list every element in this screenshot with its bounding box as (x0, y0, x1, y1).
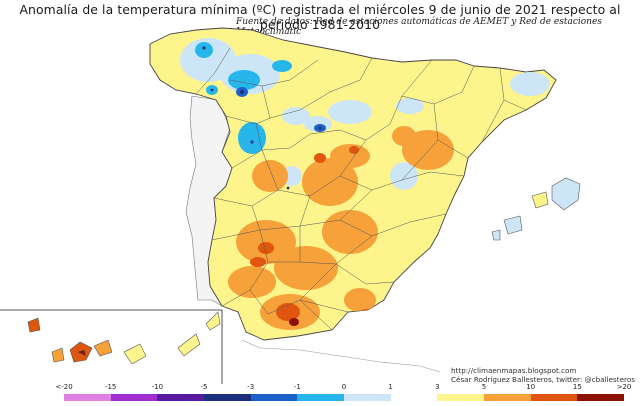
legend-tick-label: -15 (104, 383, 117, 391)
legend-color-swatch (530, 394, 578, 401)
province-boundaries (195, 47, 527, 331)
legend-color-swatch (64, 394, 111, 401)
legend-color-swatch (157, 394, 204, 401)
legend-tick-label: -1 (293, 383, 301, 391)
legend-color-swatch (297, 394, 344, 401)
color-legend: <-20 -15 -10 -5 -3 -1 0 1 3 5 10 15 >20 (0, 383, 640, 406)
map-title: Anomalía de la temperatura mínima (ºC) r… (19, 2, 621, 32)
legend-color-swatch (437, 394, 484, 401)
legend-tick-label: <-20 (55, 383, 73, 391)
legend-tick-label: -5 (200, 383, 208, 391)
balearic-islands (491, 177, 581, 241)
legend-tick-label: 0 (341, 383, 347, 391)
legend-color-swatch (204, 394, 251, 401)
legend-tick-label: 1 (388, 383, 393, 391)
legend-tick-label: 3 (435, 383, 440, 391)
canary-islands (27, 311, 221, 365)
legend-tick-label: 10 (526, 383, 536, 391)
legend-color-swatch (344, 394, 391, 401)
canary-inset (0, 309, 223, 384)
credit-author: César Rodríguez Ballesteros, twitter: @c… (451, 375, 635, 384)
station-points (202, 46, 322, 190)
map-subtitle: Fuente de datos: Red de estaciones autom… (236, 17, 602, 37)
legend-tick-label: 15 (572, 383, 582, 391)
legend-color-swatch (250, 394, 298, 401)
legend-color-swatch (484, 394, 531, 401)
legend-tick-label: 5 (481, 383, 487, 391)
legend-tick-label: >20 (616, 383, 632, 391)
africa-coast (241, 339, 441, 373)
legend-color-swatch (577, 394, 624, 401)
legend-color-swatch (110, 394, 158, 401)
legend-tick-label: -10 (151, 383, 164, 391)
legend-color-swatch (390, 394, 438, 401)
anomaly-field (180, 38, 556, 330)
credit-url[interactable]: http://climaenmapas.blogspot.com (451, 366, 577, 375)
legend-tick-label: -3 (247, 383, 255, 391)
